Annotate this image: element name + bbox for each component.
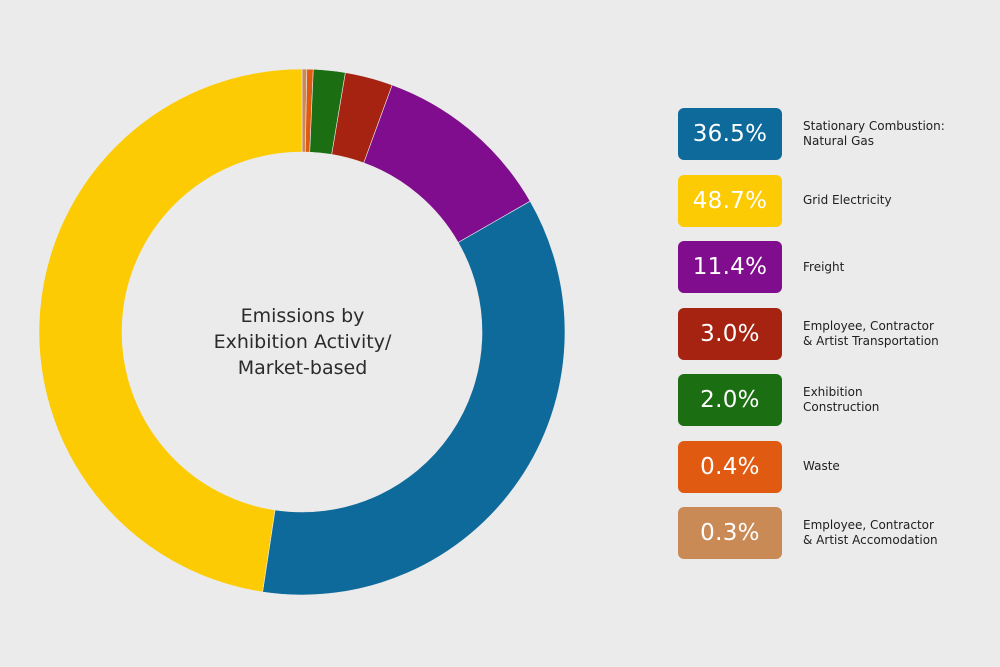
legend-label-line-2: Natural Gas — [803, 134, 874, 148]
legend-label: Employee, Contractor & Artist Transportat… — [803, 308, 1000, 360]
legend-value-badge: 48.7% — [678, 174, 782, 227]
legend-label-line-1: Exhibition — [803, 385, 863, 399]
legend-value-badge: 36.5% — [678, 108, 782, 160]
legend-label: Stationary Combustion: Natural Gas — [803, 108, 1000, 160]
chart-title-line-2: Exhibition Activity/ — [213, 331, 392, 353]
chart-title-line-1: Emissions by — [240, 305, 365, 327]
legend-value-badge: 0.3% — [678, 507, 782, 559]
legend-value-badge: 11.4% — [678, 241, 782, 293]
legend-label-line-1: Grid Electricity — [803, 193, 892, 207]
donut-slice-6 — [38, 68, 303, 593]
legend-label: Freight — [803, 241, 1000, 293]
legend-label: Employee, Contractor & Artist Accomodatio… — [803, 507, 1000, 559]
legend-label-line-2: & Artist Transportation — [803, 333, 939, 348]
legend-label: Grid Electricity — [803, 175, 1000, 227]
legend-label-line-1: Stationary Combustion: — [803, 119, 945, 133]
legend-label-line-2: Construction — [803, 400, 880, 414]
legend-label: Exhibition Construction — [803, 374, 1000, 426]
legend-label-line-1: Waste — [803, 459, 840, 473]
chart-title: Emissions by Exhibition Activity/ Market… — [170, 303, 435, 381]
legend-label: Waste — [803, 441, 1000, 493]
legend-label-line-1: Employee, Contractor — [803, 318, 934, 333]
legend-value-badge: 2.0% — [678, 374, 782, 426]
legend-value-badge: 0.4% — [678, 440, 782, 493]
donut-slice-5 — [262, 200, 566, 596]
legend-label-line-1: Employee, Contractor — [803, 518, 934, 532]
legend-label-line-1: Freight — [803, 259, 845, 274]
legend-value-badge: 3.0% — [678, 307, 782, 360]
chart-title-line-3: Market-based — [237, 357, 368, 379]
legend-label-line-2: & Artist Accomodation — [803, 533, 938, 547]
